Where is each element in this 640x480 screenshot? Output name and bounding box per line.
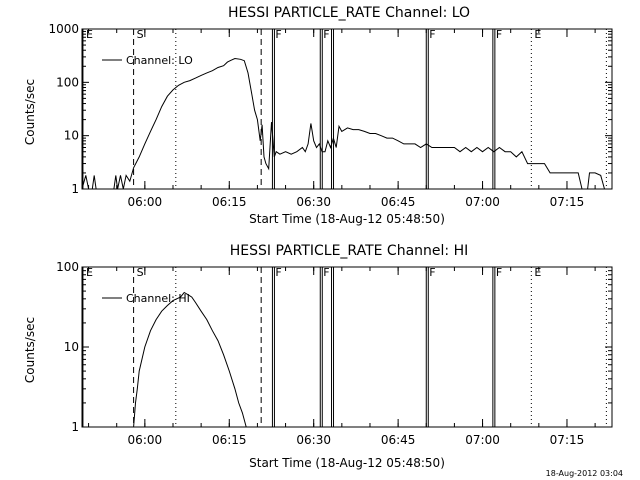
event-marker-label: F xyxy=(429,266,435,279)
y-tick-label: 10 xyxy=(64,340,79,354)
x-tick-label: 07:15 xyxy=(550,195,585,209)
series-line xyxy=(133,291,247,428)
event-marker-label: E xyxy=(534,28,541,41)
x-tick-label: 07:15 xyxy=(550,433,585,447)
y-tick-label: 100 xyxy=(56,75,79,89)
event-marker-label: F xyxy=(323,28,329,41)
x-axis-label: Start Time (18-Aug-12 05:48:50) xyxy=(249,456,445,470)
x-tick-label: 07:00 xyxy=(465,433,500,447)
legend-label: Channel: LO xyxy=(126,54,193,67)
x-tick-label: 06:00 xyxy=(128,433,163,447)
x-tick-label: 06:30 xyxy=(296,433,331,447)
event-marker-label: F xyxy=(496,266,502,279)
x-tick-label: 06:30 xyxy=(296,195,331,209)
y-tick-label: 10 xyxy=(64,129,79,143)
event-marker-label: F xyxy=(429,28,435,41)
x-tick-label: 06:15 xyxy=(212,195,247,209)
footer-timestamp: 18-Aug-2012 03:04 xyxy=(546,469,623,478)
event-marker-label: S xyxy=(137,266,144,279)
x-tick-label: 06:45 xyxy=(381,195,416,209)
x-tick-label: 06:15 xyxy=(212,433,247,447)
event-marker-label: F xyxy=(275,28,281,41)
event-marker-label: E xyxy=(86,266,93,279)
x-tick-label: 06:00 xyxy=(128,195,163,209)
legend: Channel: LO xyxy=(102,54,193,67)
series-group xyxy=(81,57,605,190)
event-marker-label: F xyxy=(496,28,502,41)
y-tick-label: 1 xyxy=(71,420,79,434)
event-marker-label: F xyxy=(275,266,281,279)
series-group xyxy=(133,291,247,428)
y-tick-label: 1 xyxy=(71,182,79,196)
y-axis-label: Counts/sec xyxy=(23,317,37,383)
legend: Channel: HI xyxy=(102,292,190,305)
event-marker-label: E xyxy=(86,28,93,41)
lo-channel-panel: HESSI PARTICLE_RATE Channel: LO Counts/s… xyxy=(23,5,613,226)
axis-ticks: 1 10 100 1000 06:00 06:15 06:30 06:45 07:00 07:15 xyxy=(48,22,612,209)
event-marker-label: F xyxy=(323,266,329,279)
chart-title: HESSI PARTICLE_RATE Channel: LO xyxy=(228,5,470,21)
y-axis-label: Counts/sec xyxy=(23,79,37,145)
series-line xyxy=(81,57,605,190)
hi-channel-panel: HESSI PARTICLE_RATE Channel: HI Counts/s… xyxy=(23,243,613,470)
x-tick-label: 07:00 xyxy=(465,195,500,209)
plot-frame xyxy=(81,28,613,190)
event-marker-label: S xyxy=(137,28,144,41)
event-marker-label: E xyxy=(534,266,541,279)
chart-title: HESSI PARTICLE_RATE Channel: HI xyxy=(230,243,468,259)
y-tick-label: 100 xyxy=(56,260,79,274)
legend-label: Channel: HI xyxy=(126,292,190,305)
y-tick-label: 1000 xyxy=(48,22,79,36)
axis-ticks: 1 10 100 06:00 06:15 06:30 06:45 07:00 07:15 xyxy=(56,260,612,447)
x-tick-label: 06:45 xyxy=(381,433,416,447)
plot-frame xyxy=(81,266,613,428)
x-axis-label: Start Time (18-Aug-12 05:48:50) xyxy=(249,212,445,226)
